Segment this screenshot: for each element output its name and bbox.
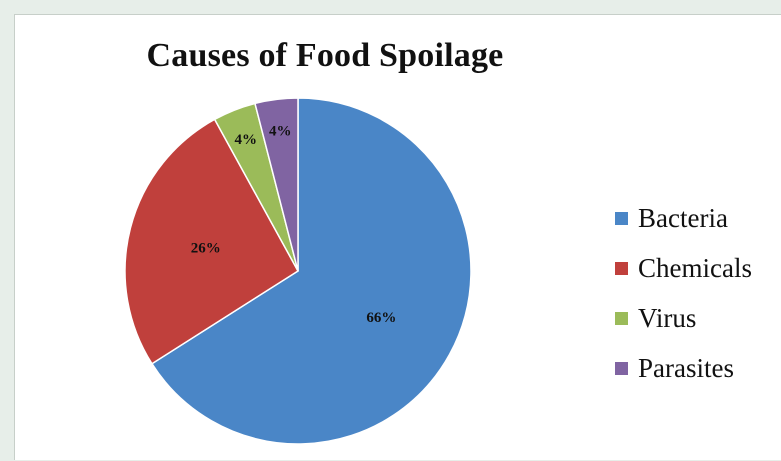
chart-title: Causes of Food Spoilage [146, 37, 504, 74]
legend-swatch-bacteria [615, 211, 628, 225]
legend-item-bacteria: Bacteria [615, 193, 752, 243]
legend-swatch-parasites [615, 361, 628, 375]
legend-label-parasites: Parasites [638, 352, 734, 383]
pie-slice-chemicals [124, 118, 299, 365]
data-label-chemicals: 26% [191, 240, 221, 256]
data-label-parasites: 4% [269, 123, 292, 139]
legend-label-bacteria: Bacteria [638, 202, 728, 233]
pie-slice-parasites [254, 97, 299, 272]
legend-label-chemicals: Chemicals [638, 252, 752, 283]
legend-label-virus: Virus [638, 302, 697, 333]
legend-swatch-virus [615, 311, 628, 325]
data-label-virus: 4% [235, 132, 257, 148]
chart-frame: Causes of Food Spoilage 66% 26% 4% 4% Bacte… [14, 14, 781, 460]
legend-item-parasites: Parasites [615, 343, 752, 393]
data-label-bacteria: 66% [366, 310, 396, 326]
pie-chart: 66% 26% 4% 4% [124, 97, 472, 445]
legend-item-virus: Virus [615, 293, 752, 343]
legend-swatch-chemicals [615, 261, 628, 275]
legend-item-chemicals: Chemicals [615, 243, 752, 293]
pie-slice-bacteria [150, 97, 472, 445]
chart-legend: Bacteria Chemicals Virus Parasites [615, 193, 752, 393]
